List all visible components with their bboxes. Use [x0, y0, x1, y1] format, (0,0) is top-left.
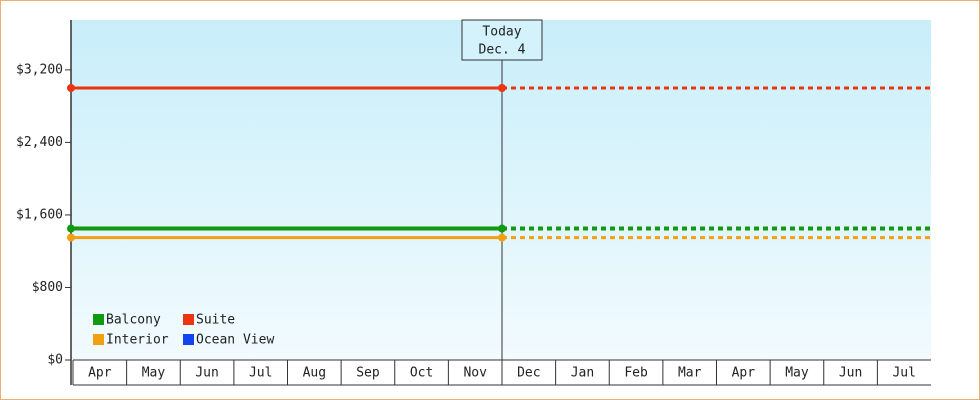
x-tick-label: May: [142, 366, 166, 381]
x-tick-label: Apr: [88, 366, 112, 381]
price-point: [498, 84, 506, 92]
legend-swatch: [183, 314, 194, 325]
x-tick-label: Mar: [678, 366, 702, 381]
legend-label: Balcony: [106, 313, 161, 328]
price-point: [498, 224, 506, 233]
plot-area: [71, 20, 931, 360]
x-tick-label: Dec: [517, 366, 540, 381]
legend-label: Ocean View: [196, 333, 274, 348]
legend-swatch: [183, 334, 194, 345]
x-tick-label: Feb: [624, 366, 648, 381]
x-tick-label: Aug: [303, 366, 326, 381]
today-title: Today: [482, 25, 521, 40]
x-tick-label: Jun: [195, 366, 218, 381]
today-box: [461, 19, 543, 61]
x-tick-label: Sep: [356, 366, 380, 381]
x-tick-label: May: [785, 366, 809, 381]
price-point: [67, 84, 75, 92]
y-tick-label: $0: [47, 353, 63, 368]
x-tick-label: Nov: [463, 366, 487, 381]
legend-swatch: [93, 314, 104, 325]
x-tick-label: Jun: [839, 366, 862, 381]
price-point: [67, 233, 75, 242]
x-tick-label: Jul: [249, 366, 272, 381]
x-tick-label: Jan: [571, 366, 594, 381]
legend-label: Interior: [106, 333, 169, 348]
y-tick-label: $800: [32, 280, 63, 295]
price-point: [67, 224, 75, 233]
x-tick-label: Apr: [732, 366, 756, 381]
y-tick-label: $3,200: [16, 62, 63, 77]
legend-swatch: [93, 334, 104, 345]
y-tick-label: $1,600: [16, 207, 63, 222]
price-point: [498, 233, 506, 242]
today-date: Dec. 4: [479, 43, 526, 58]
legend-label: Suite: [196, 313, 235, 328]
y-tick-label: $2,400: [16, 135, 63, 150]
x-tick-label: Oct: [410, 366, 433, 381]
x-tick-label: Jul: [892, 366, 915, 381]
